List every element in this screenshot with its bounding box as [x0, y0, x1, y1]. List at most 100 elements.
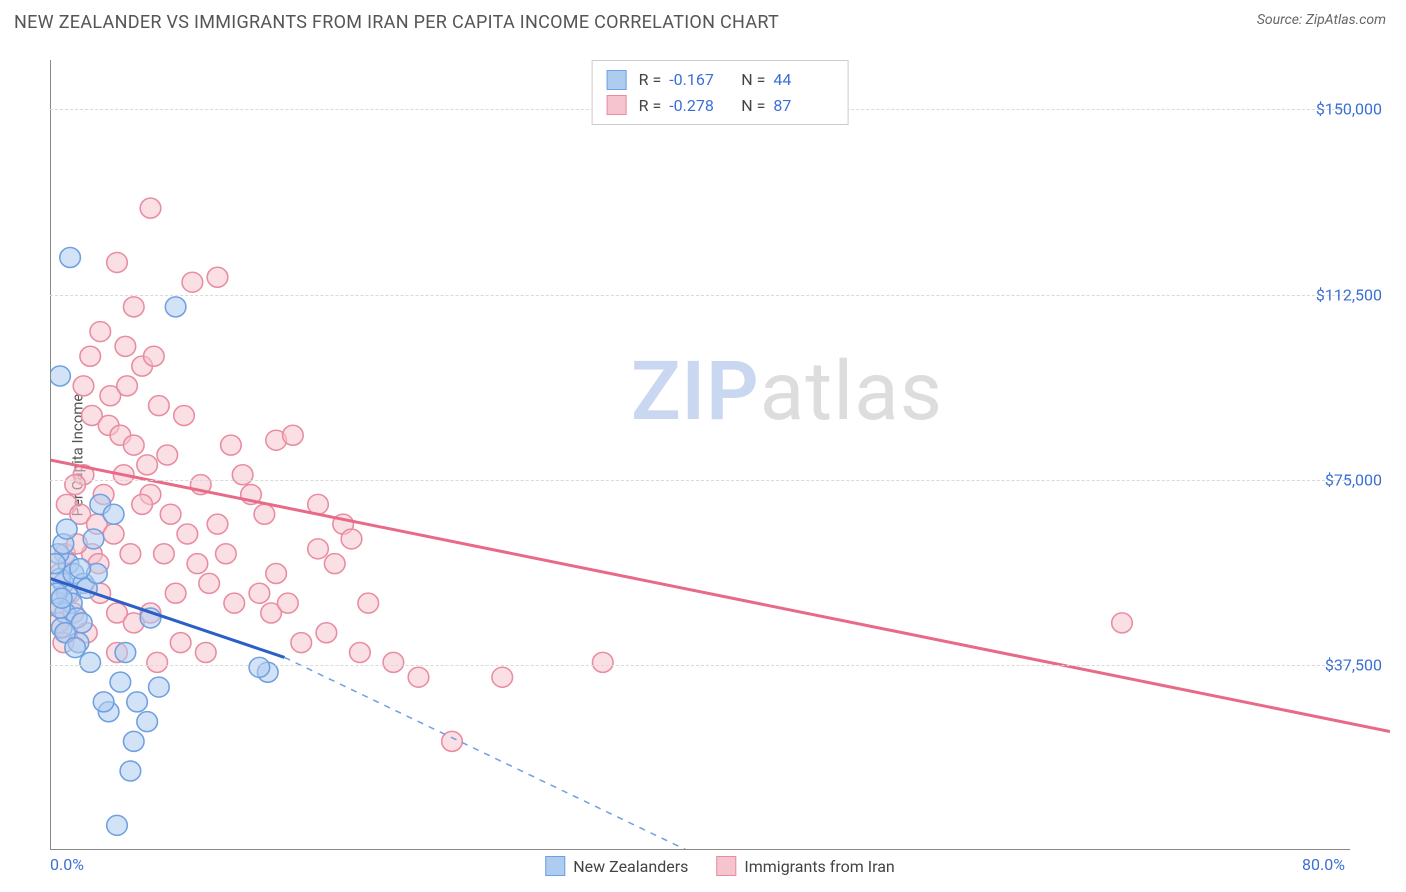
data-point: [80, 346, 101, 366]
data-point: [103, 504, 124, 524]
data-point: [195, 643, 216, 663]
data-point: [123, 435, 144, 455]
data-point: [492, 667, 513, 687]
data-point: [216, 544, 237, 564]
data-point: [132, 494, 153, 514]
data-point: [103, 524, 124, 544]
n-value: 44: [773, 67, 833, 93]
data-point: [187, 554, 208, 574]
r-value: -0.278: [669, 93, 729, 119]
data-point: [199, 573, 220, 593]
data-point: [65, 475, 86, 495]
data-point: [254, 504, 275, 524]
data-point: [117, 376, 138, 396]
data-point: [157, 445, 178, 465]
data-point: [592, 652, 613, 672]
series-legend: New Zealanders Immigrants from Iran: [545, 856, 894, 876]
r-label: R =: [639, 93, 662, 119]
gridline: [50, 480, 1350, 481]
data-point: [383, 652, 404, 672]
data-point: [60, 248, 81, 268]
gridline: [50, 295, 1350, 296]
n-value: 87: [773, 93, 833, 119]
legend-swatch: [716, 856, 736, 876]
data-point: [123, 731, 144, 751]
data-point: [182, 272, 203, 292]
y-tick-label: $112,500: [1316, 285, 1382, 304]
data-point: [207, 267, 228, 287]
data-point: [249, 657, 270, 677]
data-point: [107, 815, 128, 835]
data-point: [266, 564, 287, 584]
data-point: [140, 198, 161, 218]
data-point: [80, 652, 101, 672]
data-point: [137, 455, 158, 475]
data-point: [51, 588, 72, 608]
data-point: [291, 633, 312, 653]
data-point: [278, 593, 299, 613]
data-point: [324, 554, 345, 574]
data-point: [232, 465, 253, 485]
data-point: [170, 633, 191, 653]
scatter-plot: [50, 60, 1390, 850]
source-attribution: Source: ZipAtlas.com: [1257, 12, 1386, 28]
data-point: [110, 672, 131, 692]
data-point: [177, 524, 198, 544]
y-tick-label: $37,500: [1325, 655, 1382, 674]
data-point: [316, 623, 337, 643]
data-point: [107, 252, 128, 272]
legend-item: New Zealanders: [545, 856, 688, 876]
legend-row: R =-0.278N =87: [607, 93, 834, 119]
correlation-legend: R = -0.167 N = 44R = -0.278 N = 87: [592, 60, 849, 125]
data-point: [207, 514, 228, 534]
x-tick-label: 80.0%: [1302, 855, 1345, 874]
data-point: [408, 667, 429, 687]
data-point: [83, 529, 104, 549]
data-point: [73, 376, 94, 396]
data-point: [1112, 613, 1133, 633]
data-point: [123, 297, 144, 317]
y-tick-label: $75,000: [1325, 470, 1382, 489]
data-point: [160, 504, 181, 524]
data-point: [93, 692, 114, 712]
data-point: [90, 322, 111, 342]
data-point: [308, 539, 329, 559]
r-value: -0.167: [669, 67, 729, 93]
data-point: [224, 593, 245, 613]
data-point: [174, 406, 195, 426]
data-point: [115, 643, 136, 663]
data-point: [283, 425, 304, 445]
n-label: N =: [741, 67, 765, 93]
legend-item: Immigrants from Iran: [716, 856, 894, 876]
x-axis: [50, 849, 1350, 850]
x-tick-label: 0.0%: [50, 855, 84, 874]
legend-swatch: [545, 856, 565, 876]
chart-area: Per Capita Income ZIPatlas R =-0.167N =4…: [50, 60, 1390, 850]
data-point: [147, 652, 168, 672]
data-point: [350, 643, 371, 663]
data-point: [154, 544, 175, 564]
gridline: [50, 665, 1350, 666]
legend-row: R = -0.167 N = 44: [607, 67, 834, 93]
data-point: [120, 761, 141, 781]
legend-swatch: [607, 70, 627, 90]
y-tick-label: $150,000: [1316, 100, 1382, 119]
legend-swatch: [607, 95, 627, 115]
data-point: [137, 712, 158, 732]
data-point: [249, 583, 270, 603]
data-point: [56, 519, 77, 539]
data-point: [358, 593, 379, 613]
data-point: [127, 692, 148, 712]
data-point: [149, 677, 170, 697]
trend-line: [285, 657, 687, 850]
legend-label: New Zealanders: [573, 857, 688, 876]
data-point: [341, 529, 362, 549]
data-point: [221, 435, 242, 455]
data-point: [165, 583, 186, 603]
data-point: [144, 346, 165, 366]
data-point: [50, 366, 70, 386]
legend-label: Immigrants from Iran: [744, 857, 894, 876]
data-point: [149, 396, 170, 416]
r-label: R =: [639, 67, 662, 93]
data-point: [70, 559, 91, 579]
